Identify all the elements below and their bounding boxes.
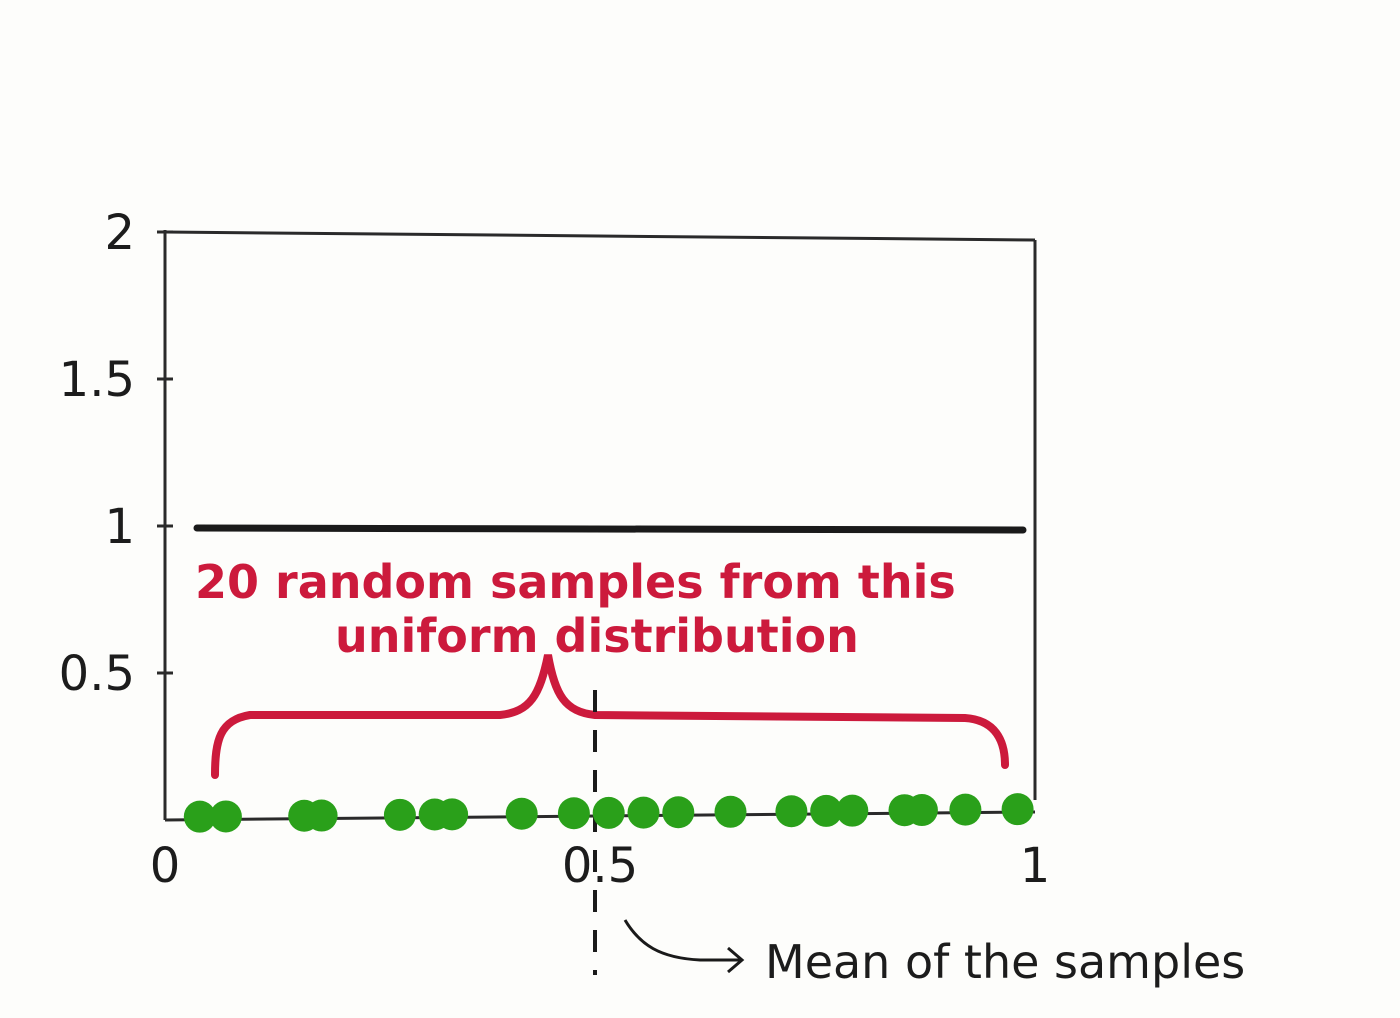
sample-point: [305, 799, 338, 832]
mean-arrow: [623, 919, 740, 962]
x-tick-label: 0: [150, 838, 181, 894]
sample-point: [183, 800, 216, 833]
sample-point: [209, 800, 242, 833]
sample-point: [1001, 793, 1034, 826]
x-tick-label: 0.5: [562, 838, 638, 894]
sample-point: [714, 795, 747, 828]
density-line: [193, 524, 1027, 534]
y-tick-label: 2: [104, 205, 135, 261]
sample-point: [627, 796, 660, 829]
x-ticks: 0 0.5 1: [150, 838, 1051, 894]
mean-annotation: Mean of the samples: [765, 935, 1245, 989]
sample-point: [557, 797, 590, 830]
sample-point: [436, 798, 469, 831]
top-border: [164, 230, 1036, 242]
y-ticks: 0.5 1 1.5 2: [59, 205, 173, 702]
samples-annotation-line2: uniform distribution: [335, 609, 859, 663]
mean-arrowhead: [727, 946, 745, 974]
sample-point: [592, 796, 625, 829]
sample-point: [383, 798, 416, 831]
samples-group: [183, 793, 1034, 833]
y-tick-label: 0.5: [59, 646, 135, 702]
sample-point: [810, 794, 843, 827]
sample-point: [905, 794, 938, 827]
curly-brace: [211, 654, 1009, 779]
density-line-group: [193, 524, 1027, 534]
y-tick-label: 1.5: [59, 352, 135, 408]
sample-point: [662, 796, 695, 829]
sample-point: [775, 795, 808, 828]
sample-point: [949, 793, 982, 826]
x-tick-label: 1: [1020, 838, 1051, 894]
samples-annotation-line1: 20 random samples from this: [195, 555, 956, 609]
y-tick-label: 1: [104, 499, 135, 555]
sample-point: [836, 794, 869, 827]
sample-point: [505, 797, 538, 830]
